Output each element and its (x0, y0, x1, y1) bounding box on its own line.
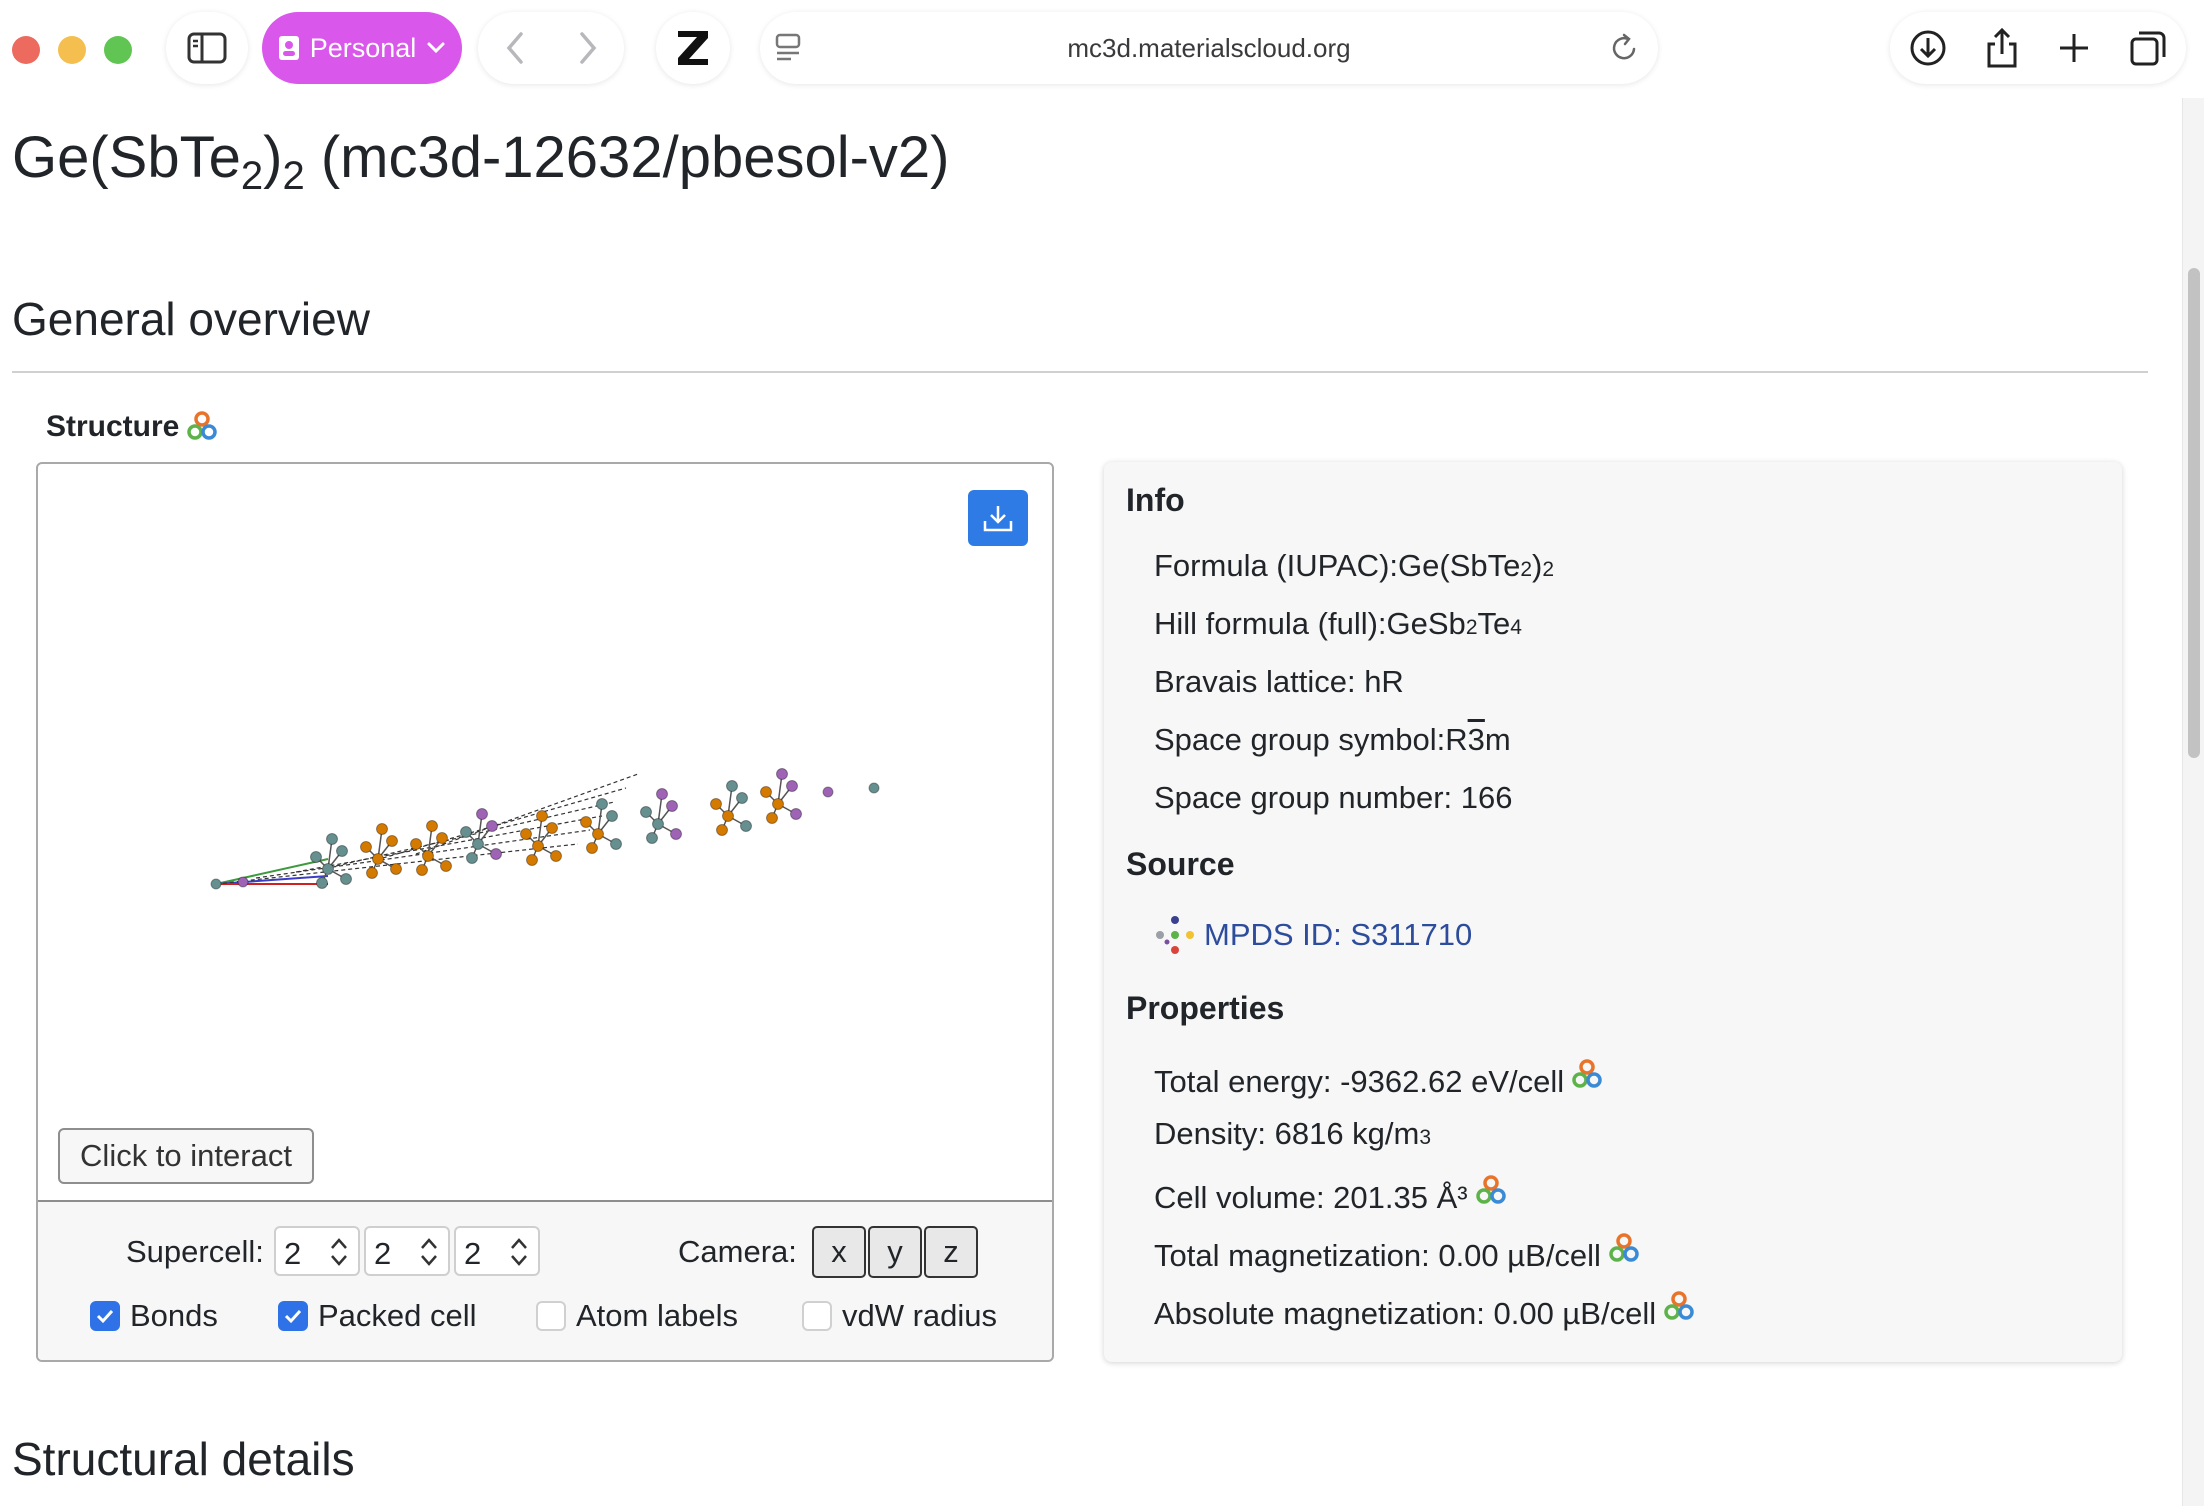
supercell-z-input[interactable]: 2 (454, 1226, 540, 1276)
scrollbar-thumb[interactable] (2188, 268, 2200, 758)
hill-formula: Hill formula (full): GeSb 2 Te 4 (1154, 606, 1522, 641)
info-panel: Info Formula (IUPAC): Ge(SbTe 2) 2 Hill fo… (1104, 462, 2122, 1362)
download-icon[interactable] (1909, 29, 1947, 67)
camera-y-button[interactable]: y (868, 1226, 922, 1278)
packed-cell-checkbox[interactable]: Packed cell (278, 1298, 477, 1334)
absolute-magnetization: Absolute magnetization: 0.00 µB/cell (1154, 1290, 1696, 1332)
materials-cloud-icon (1572, 1059, 1602, 1088)
supercell-x-input[interactable]: 2 (274, 1226, 360, 1276)
spinner-arrows-icon (511, 1238, 527, 1266)
navigation-buttons (478, 12, 624, 84)
structure-3d-canvas[interactable]: Click to interact (38, 464, 1052, 1200)
download-icon (983, 506, 1013, 532)
materials-cloud-icon (1475, 1175, 1506, 1204)
click-to-interact-button[interactable]: Click to interact (58, 1128, 314, 1184)
checkbox-unchecked-icon (536, 1301, 566, 1331)
atom-labels-checkbox[interactable]: Atom labels (536, 1298, 738, 1334)
properties-heading: Properties (1126, 990, 1285, 1026)
spinner-arrows-icon (421, 1238, 437, 1266)
info-heading: Info (1126, 482, 1185, 518)
close-window-button[interactable] (12, 36, 40, 64)
mpds-id-link[interactable]: MPDS ID: S311710 (1204, 917, 1473, 952)
extension-z-button[interactable] (656, 12, 730, 84)
page-scrollbar[interactable] (2182, 98, 2204, 1506)
cell-volume: Cell volume: 201.35 Å³ (1154, 1174, 1508, 1216)
bravais-lattice: Bravais lattice: hR (1154, 664, 1404, 699)
bonds-checkbox[interactable]: Bonds (90, 1298, 218, 1334)
tab-overview-icon[interactable] (2129, 29, 2167, 67)
mpds-source: MPDS ID: S311710 (1154, 914, 1472, 956)
total-energy: Total energy: -9362.62 eV/cell (1154, 1058, 1604, 1100)
browser-toolbar: Personal mc3d.materialscloud.org (0, 0, 2204, 98)
back-arrow-icon[interactable] (503, 30, 527, 66)
general-overview-heading: General overview (12, 293, 370, 345)
source-heading: Source (1126, 846, 1235, 882)
structural-details-heading: Structural details (12, 1433, 355, 1485)
viewer-controls: Supercell: 2 2 2 (38, 1200, 1052, 1360)
section-divider (12, 371, 2148, 373)
formula-iupac: Formula (IUPAC): Ge(SbTe 2) 2 (1154, 548, 1555, 583)
new-tab-icon[interactable] (2057, 31, 2091, 65)
spinner-arrows-icon (331, 1238, 347, 1266)
camera-x-button[interactable]: x (812, 1226, 866, 1278)
checkbox-checked-icon (278, 1301, 308, 1331)
forward-arrow-icon[interactable] (576, 30, 600, 66)
profile-icon (278, 36, 299, 60)
space-group-number: Space group number: 166 (1154, 780, 1513, 815)
crystal-structure-render (210, 768, 880, 890)
density: Density: 6816 kg/m 3 (1154, 1116, 1432, 1151)
vdw-radius-checkbox[interactable]: vdW radius (802, 1298, 997, 1334)
browser-actions (1890, 12, 2186, 84)
structure-heading: Structure (46, 410, 219, 444)
total-magnetization: Total magnetization: 0.00 µB/cell (1154, 1232, 1641, 1274)
address-bar[interactable]: mc3d.materialscloud.org (760, 12, 1658, 84)
share-icon[interactable] (1985, 28, 2019, 68)
page-content: Ge(SbTe2)2 (mc3d-12632/pbesol-v2) Genera… (12, 98, 2182, 1506)
zoom-window-button[interactable] (104, 36, 132, 64)
materials-cloud-icon (1609, 1233, 1639, 1262)
download-structure-button[interactable] (968, 490, 1028, 546)
sidebar-toggle-button[interactable] (166, 12, 248, 84)
url-text: mc3d.materialscloud.org (1067, 32, 1351, 63)
chevron-down-icon (427, 42, 445, 54)
page-menu-icon[interactable] (774, 32, 802, 62)
checkbox-checked-icon (90, 1301, 120, 1331)
checkbox-unchecked-icon (802, 1301, 832, 1331)
minimize-window-button[interactable] (58, 36, 86, 64)
materials-cloud-icon (1664, 1291, 1694, 1320)
sidebar-icon (187, 32, 227, 64)
supercell-label: Supercell: (126, 1234, 264, 1269)
page-title: Ge(SbTe2)2 (mc3d-12632/pbesol-v2) (12, 125, 950, 198)
profile-label: Personal (309, 32, 417, 63)
structure-viewer: Click to interact Supercell: 2 2 (36, 462, 1054, 1362)
reload-icon[interactable] (1610, 32, 1640, 64)
mpds-logo-icon (1156, 916, 1194, 954)
supercell-y-input[interactable]: 2 (364, 1226, 450, 1276)
camera-label: Camera: (678, 1234, 797, 1269)
camera-z-button[interactable]: z (924, 1226, 978, 1278)
materials-cloud-icon (187, 411, 218, 440)
profile-switcher[interactable]: Personal (262, 12, 462, 84)
z-extension-icon (678, 31, 708, 65)
